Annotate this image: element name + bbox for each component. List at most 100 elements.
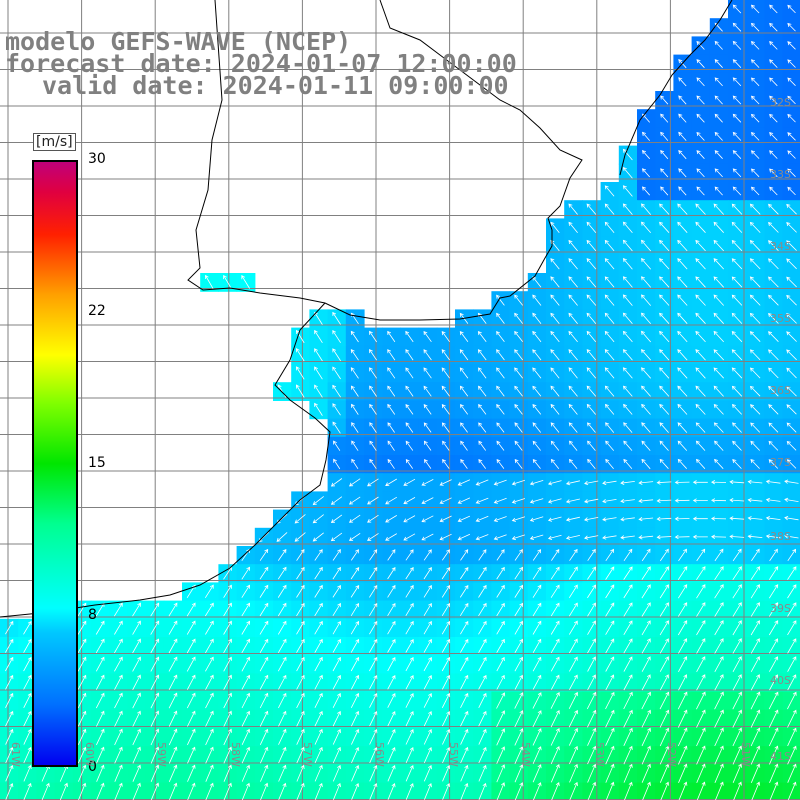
wind-speed-cell (236, 673, 256, 693)
wind-speed-cell (345, 473, 365, 492)
wind-speed-cell (436, 691, 456, 711)
wind-arrow (768, 331, 779, 342)
wind-speed-cell (418, 546, 438, 565)
wind-arrow (713, 294, 724, 306)
wind-arrow (405, 782, 414, 800)
wind-arrow (678, 95, 687, 105)
wind-arrow (496, 782, 506, 800)
wind-arrow (711, 498, 727, 503)
wind-speed-cell (236, 691, 256, 711)
wind-arrow (496, 312, 505, 324)
lon-label: 55W (447, 742, 460, 767)
wind-speed-cell (182, 691, 201, 711)
wind-speed-cell (473, 582, 492, 602)
wind-speed-cell (309, 655, 329, 674)
wind-speed-cell (291, 709, 310, 729)
wind-arrow (241, 692, 251, 709)
wind-arrow (659, 330, 670, 343)
wind-arrow (529, 516, 544, 522)
wind-arrow (478, 692, 487, 708)
wind-arrow (750, 41, 760, 50)
colorbar-tick-8: 8 (88, 607, 97, 623)
wind-arrow (439, 479, 452, 486)
wind-arrow (695, 403, 706, 415)
wind-arrow (623, 548, 633, 562)
wind-speed-cell (400, 709, 420, 729)
wind-arrow (750, 113, 760, 123)
wind-arrow (641, 168, 651, 178)
wind-speed-cell (746, 618, 765, 638)
wind-speed-cell (127, 691, 147, 711)
wind-arrow (95, 674, 105, 690)
wind-arrow (550, 367, 560, 379)
wind-speed-cell (345, 673, 365, 693)
wind-arrow (696, 602, 706, 617)
wind-arrow (768, 620, 779, 636)
wind-arrow (460, 422, 468, 433)
wind-arrow (623, 620, 633, 636)
wind-arrow (296, 620, 305, 635)
wind-speed-cell (91, 709, 110, 729)
wind-arrow (241, 275, 250, 289)
wind-speed-cell (309, 582, 329, 602)
wind-speed-cell (782, 364, 800, 383)
wind-arrow (729, 516, 745, 521)
wind-arrow (496, 746, 506, 764)
wind-speed-cell (127, 655, 147, 674)
wind-arrow (514, 764, 524, 783)
wind-arrow (387, 710, 396, 727)
wind-arrow (132, 782, 141, 800)
wind-arrow (641, 422, 651, 433)
wind-arrow (768, 459, 779, 469)
wind-speed-cell (655, 564, 674, 583)
wind-arrow (787, 548, 797, 562)
wind-arrow (695, 385, 706, 397)
wind-arrow (732, 59, 742, 68)
wind-arrow (493, 497, 507, 504)
wind-speed-cell (782, 163, 800, 183)
lon-label: 51W (739, 742, 752, 767)
wind-arrow (405, 728, 414, 745)
wind-arrow (786, 240, 797, 251)
wind-arrow (714, 763, 724, 783)
wind-arrow (241, 584, 251, 598)
wind-speed-cell (254, 564, 274, 583)
wind-speed-cell (746, 600, 765, 620)
wind-speed-cell (564, 600, 583, 620)
wind-speed-cell (418, 582, 438, 602)
wind-arrow (550, 584, 560, 598)
wind-arrow (732, 77, 742, 87)
wind-arrow (677, 403, 688, 415)
wind-speed-cell (291, 582, 310, 602)
wind-arrow (732, 186, 742, 196)
wind-arrow (278, 746, 287, 764)
wind-speed-cell (673, 582, 693, 602)
wind-arrow (23, 674, 32, 690)
wind-speed-cell (600, 564, 620, 583)
wind-arrow (568, 602, 578, 617)
colorbar-tick-15: 15 (88, 455, 106, 471)
wind-arrow (622, 258, 633, 270)
wind-speed-cell (546, 582, 565, 602)
wind-arrow (296, 692, 305, 709)
wind-speed-cell (582, 691, 602, 711)
wind-arrow (478, 710, 487, 727)
wind-arrow (714, 458, 724, 469)
wind-speed-cell (273, 709, 292, 729)
wind-speed-cell (345, 546, 365, 565)
wind-speed-cell (746, 582, 765, 602)
wind-arrow (586, 367, 597, 379)
wind-arrow (348, 514, 361, 523)
wind-speed-cell (327, 618, 347, 638)
wind-arrow (367, 478, 379, 487)
wind-speed-cell (618, 709, 638, 729)
wind-arrow (750, 186, 760, 196)
wind-arrow (223, 656, 232, 672)
wind-arrow (223, 674, 232, 690)
wind-arrow (550, 312, 560, 324)
wind-speed-cell (200, 673, 219, 693)
wind-arrow (786, 367, 797, 379)
wind-arrow (478, 422, 487, 433)
wind-arrow (387, 602, 396, 617)
